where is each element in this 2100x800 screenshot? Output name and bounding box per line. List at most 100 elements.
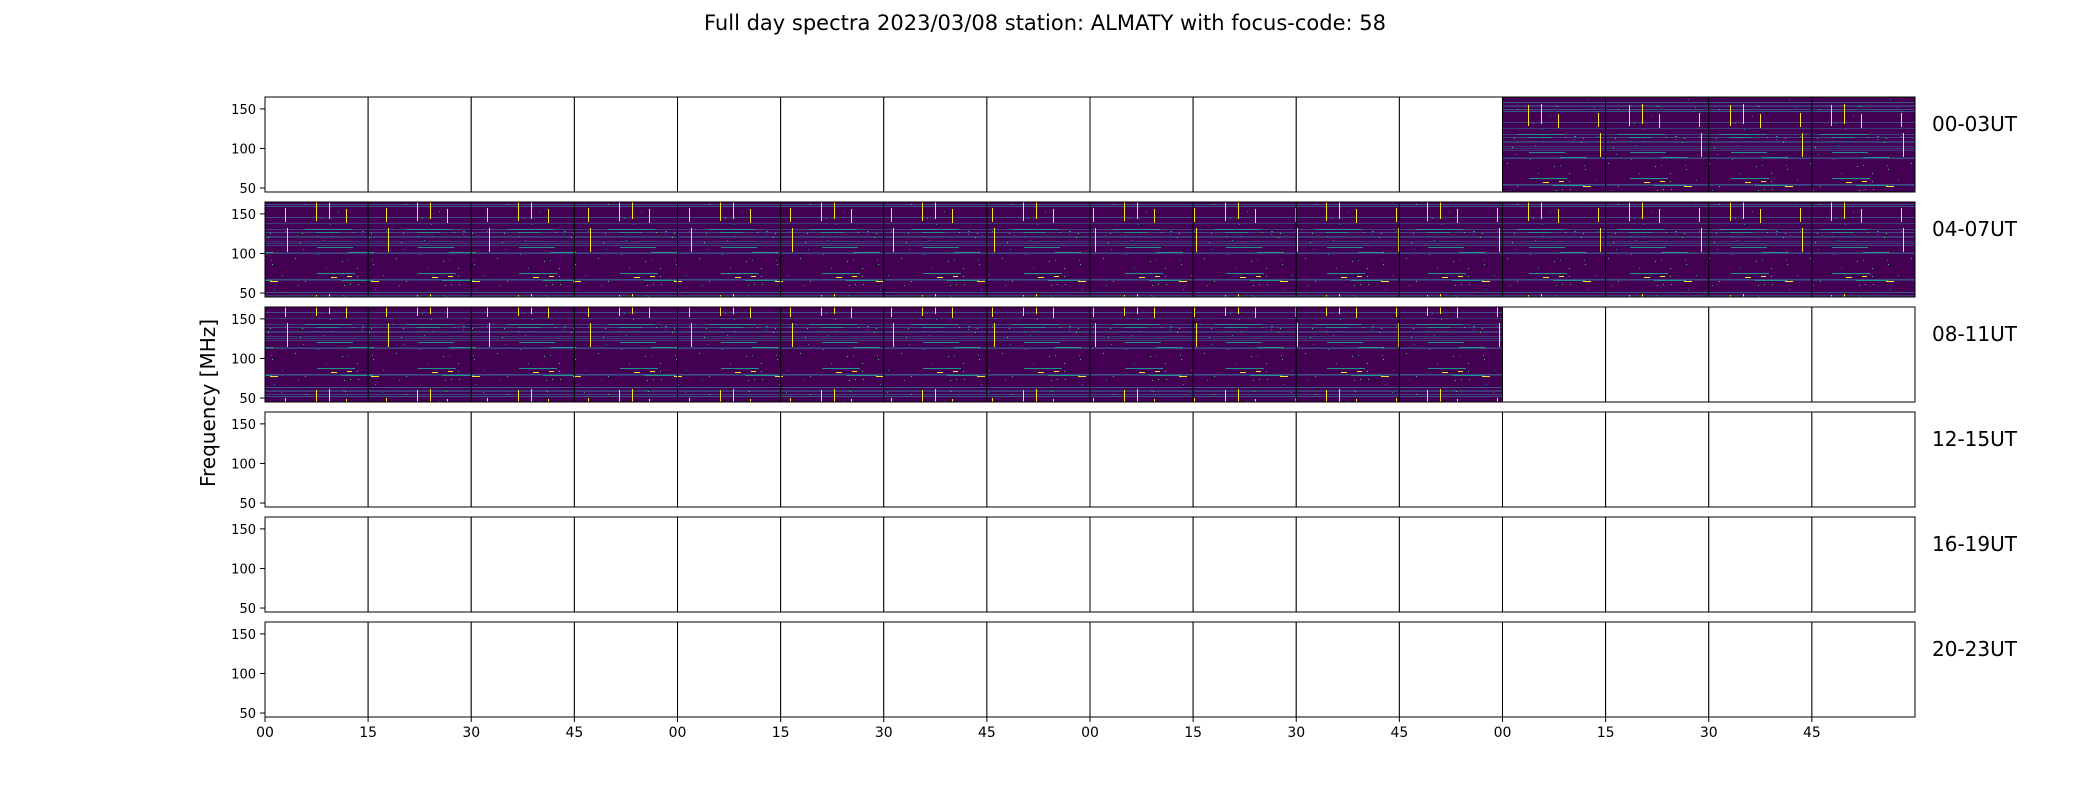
spectrogram-panel — [367, 306, 472, 403]
empty-panel — [1605, 621, 1710, 718]
empty-panel — [470, 516, 575, 613]
empty-panel — [573, 96, 679, 193]
empty-panel — [1192, 516, 1297, 613]
y-tick-label: 100 — [231, 142, 256, 157]
x-tick-label: 45 — [565, 725, 583, 741]
row-time-label: 12-15UT — [1932, 427, 2018, 451]
empty-panel — [677, 411, 782, 508]
spectrogram-panel — [367, 201, 472, 298]
empty-panel — [1295, 96, 1400, 193]
y-tick-label: 50 — [239, 602, 256, 617]
x-tick-label: 00 — [669, 725, 687, 741]
empty-panel — [264, 621, 369, 718]
empty-panel — [1502, 411, 1607, 508]
spectrogram-panel — [883, 306, 988, 403]
empty-panel — [470, 96, 575, 193]
empty-panel — [1398, 96, 1504, 193]
y-tick-label: 100 — [231, 352, 256, 367]
empty-panel — [1295, 516, 1400, 613]
spectrogram-panel — [677, 306, 782, 403]
empty-panel — [1089, 621, 1194, 718]
empty-panel — [264, 516, 369, 613]
spectrogram-panel — [986, 306, 1091, 403]
empty-panel — [1398, 411, 1504, 508]
empty-panel — [986, 96, 1091, 193]
empty-panel — [367, 516, 472, 613]
spectrogram-panel — [1089, 306, 1194, 403]
empty-panel — [677, 96, 782, 193]
chart-title: Full day spectra 2023/03/08 station: ALM… — [704, 11, 1386, 35]
y-tick-label: 100 — [231, 562, 256, 577]
empty-panel — [1708, 306, 1813, 403]
empty-panel — [367, 621, 472, 718]
empty-panel — [1089, 96, 1194, 193]
spectrogram-panel — [1398, 201, 1504, 298]
empty-panel — [1398, 516, 1504, 613]
spectrogram-panel — [780, 201, 885, 298]
spectrogram-panel — [1089, 201, 1194, 298]
empty-panel — [677, 621, 782, 718]
empty-panel — [1398, 621, 1504, 718]
x-tick-label: 15 — [1597, 725, 1615, 741]
spectrogram-panel — [470, 306, 575, 403]
x-tick-label: 00 — [1081, 725, 1099, 741]
spectrogram-panel — [1811, 96, 1916, 193]
row-time-label: 00-03UT — [1932, 112, 2018, 136]
empty-panel — [1811, 306, 1916, 403]
empty-panel — [1708, 516, 1813, 613]
y-tick-label: 100 — [231, 457, 256, 472]
x-tick-label: 30 — [462, 725, 480, 741]
spectrogram-panel — [470, 201, 575, 298]
y-tick-label: 150 — [231, 208, 256, 223]
x-tick-label: 15 — [359, 725, 377, 741]
spectrogram-panel — [986, 201, 1091, 298]
empty-panel — [1502, 306, 1607, 403]
empty-panel — [883, 621, 988, 718]
y-tick-label: 150 — [231, 418, 256, 433]
spectra-row-08-11UT: 50 100 150 08-11UT — [231, 306, 2018, 407]
spectrogram-panel — [1398, 306, 1504, 403]
spectrogram-panel — [677, 201, 782, 298]
spectrogram-panel — [1192, 201, 1297, 298]
spectrogram-panel — [780, 306, 885, 403]
y-tick-label: 150 — [231, 523, 256, 538]
y-axis-label: Frequency [MHz] — [196, 319, 220, 487]
y-tick-label: 150 — [231, 103, 256, 118]
row-time-label: 08-11UT — [1932, 322, 2018, 346]
empty-panel — [986, 516, 1091, 613]
spectrogram-panel — [1295, 306, 1400, 403]
empty-panel — [1708, 621, 1813, 718]
spectra-row-20-23UT: 50 100 150 20-23UT — [231, 621, 2018, 722]
empty-panel — [1502, 621, 1607, 718]
x-tick-label: 15 — [772, 725, 790, 741]
empty-panel — [367, 96, 472, 193]
x-tick-label: 45 — [1803, 725, 1821, 741]
row-time-label: 04-07UT — [1932, 217, 2018, 241]
y-tick-label: 50 — [239, 287, 256, 302]
y-tick-label: 50 — [239, 707, 256, 722]
x-tick-label: 45 — [978, 725, 996, 741]
y-tick-label: 100 — [231, 247, 256, 262]
y-tick-label: 150 — [231, 628, 256, 643]
empty-panel — [1811, 516, 1916, 613]
x-tick-label: 30 — [1287, 725, 1305, 741]
empty-panel — [1089, 411, 1194, 508]
spectrogram-panel — [1811, 201, 1916, 298]
empty-panel — [677, 516, 782, 613]
empty-panel — [780, 621, 885, 718]
empty-panel — [264, 411, 369, 508]
empty-panel — [1502, 516, 1607, 613]
x-tick-label: 45 — [1390, 725, 1408, 741]
x-tick-label: 30 — [875, 725, 893, 741]
empty-panel — [1295, 411, 1400, 508]
x-tick-label: 00 — [1494, 725, 1512, 741]
empty-panel — [780, 411, 885, 508]
empty-panel — [470, 411, 575, 508]
empty-panel — [470, 621, 575, 718]
spectrogram-panel — [883, 201, 988, 298]
y-tick-label: 50 — [239, 497, 256, 512]
x-tick-label: 30 — [1700, 725, 1718, 741]
spectrogram-panel — [1708, 96, 1813, 193]
empty-panel — [1192, 96, 1297, 193]
